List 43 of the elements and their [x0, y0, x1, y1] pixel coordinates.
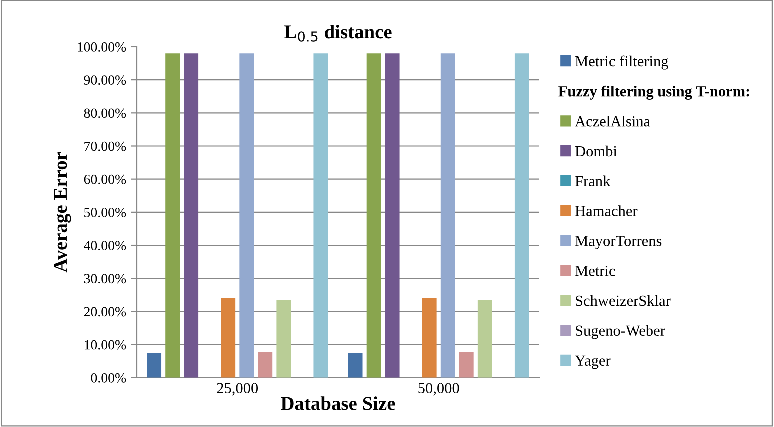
- legend-label: Metric filtering: [575, 56, 668, 70]
- y-tick-label: 10.00%: [84, 340, 126, 350]
- legend-label: Frank: [575, 176, 611, 187]
- y-tick-label: 80.00%: [84, 108, 126, 118]
- bar: [440, 54, 456, 378]
- legend-label: Yager: [575, 356, 611, 370]
- bar: [276, 300, 292, 378]
- legend-title: Fuzzy filtering using T-norm:: [558, 86, 750, 100]
- y-tick-label: 60.00%: [84, 174, 126, 184]
- bar: [348, 353, 363, 378]
- legend-label: Hamacher: [575, 206, 638, 216]
- bar: [221, 298, 236, 378]
- x-tick-label: 25,000: [217, 383, 258, 396]
- y-tick-label: 100.00%: [78, 42, 126, 52]
- x-axis-title: Database Size: [281, 396, 396, 410]
- y-tick-label: 40.00%: [84, 241, 126, 251]
- legend-label: AczelAlsina: [575, 116, 650, 127]
- chart-title: L$_{0.5}$ distance: [284, 25, 392, 42]
- bar: [478, 300, 492, 378]
- bar: [240, 54, 254, 378]
- y-tick-label: 50.00%: [84, 208, 126, 218]
- legend-label: MayorTorrens: [575, 236, 662, 250]
- legend-label: SchweizerSklar: [576, 295, 671, 306]
- y-axis-title: Average Error: [54, 152, 72, 273]
- bar: [184, 54, 199, 378]
- bar: [422, 298, 437, 378]
- y-tick-label: 30.00%: [84, 274, 126, 284]
- bar: [314, 54, 328, 378]
- x-tick-label: 50,000: [418, 383, 460, 396]
- bar: [514, 54, 530, 378]
- y-tick-label: 90.00%: [84, 76, 126, 86]
- bar: [459, 352, 474, 378]
- bar: [166, 54, 180, 378]
- bar: [258, 352, 273, 378]
- legend-label: Dombi: [575, 146, 618, 157]
- legend-label: Sugeno-Weber: [576, 325, 666, 340]
- y-tick-label: 70.00%: [84, 142, 126, 152]
- legend-label: Metric: [575, 266, 616, 276]
- bar: [366, 54, 382, 378]
- y-tick-label: 0.00%: [91, 373, 126, 383]
- y-tick-label: 20.00%: [84, 307, 126, 317]
- bar: [385, 54, 400, 378]
- bar: [147, 353, 162, 378]
